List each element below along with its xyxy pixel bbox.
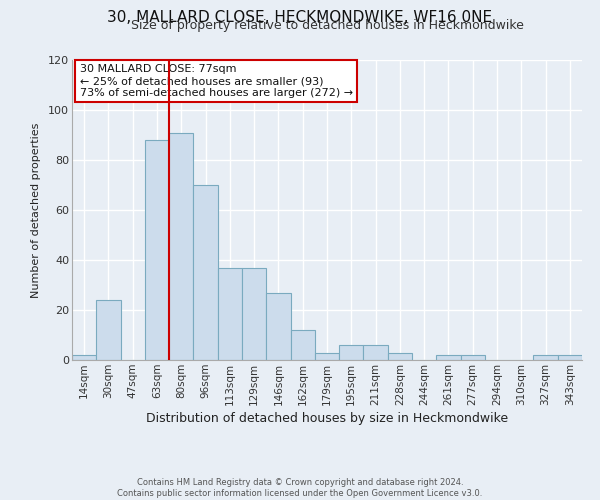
Bar bbox=[364, 345, 388, 360]
Bar bbox=[461, 355, 485, 360]
Bar bbox=[169, 132, 193, 360]
Bar bbox=[388, 352, 412, 360]
Text: Contains HM Land Registry data © Crown copyright and database right 2024.
Contai: Contains HM Land Registry data © Crown c… bbox=[118, 478, 482, 498]
Bar bbox=[193, 185, 218, 360]
Bar bbox=[242, 268, 266, 360]
Text: 30 MALLARD CLOSE: 77sqm
← 25% of detached houses are smaller (93)
73% of semi-de: 30 MALLARD CLOSE: 77sqm ← 25% of detache… bbox=[80, 64, 353, 98]
Bar bbox=[218, 268, 242, 360]
Bar bbox=[436, 355, 461, 360]
Bar bbox=[266, 292, 290, 360]
X-axis label: Distribution of detached houses by size in Heckmondwike: Distribution of detached houses by size … bbox=[146, 412, 508, 425]
Bar bbox=[558, 355, 582, 360]
Bar bbox=[145, 140, 169, 360]
Bar bbox=[72, 355, 96, 360]
Y-axis label: Number of detached properties: Number of detached properties bbox=[31, 122, 41, 298]
Bar bbox=[96, 300, 121, 360]
Bar bbox=[339, 345, 364, 360]
Bar bbox=[315, 352, 339, 360]
Title: Size of property relative to detached houses in Heckmondwike: Size of property relative to detached ho… bbox=[131, 20, 523, 32]
Bar bbox=[533, 355, 558, 360]
Bar bbox=[290, 330, 315, 360]
Text: 30, MALLARD CLOSE, HECKMONDWIKE, WF16 0NE: 30, MALLARD CLOSE, HECKMONDWIKE, WF16 0N… bbox=[107, 10, 493, 25]
